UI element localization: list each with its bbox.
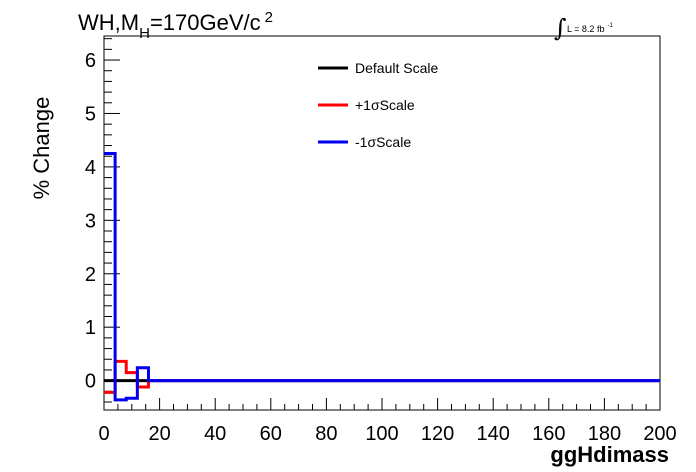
series-layer <box>104 152 660 402</box>
lumi-text: L = 8.2 fb <box>567 24 604 34</box>
x-tick-label: 120 <box>421 423 454 445</box>
x-tick-label: 80 <box>315 423 337 445</box>
y-tick-label: 0 <box>85 371 96 393</box>
y-tick-label: 2 <box>85 264 96 286</box>
y-tick-label: 4 <box>85 157 96 179</box>
legend-label: Default Scale <box>355 60 438 76</box>
integral-symbol: ∫ <box>554 14 567 42</box>
title-subscript: H <box>139 25 150 42</box>
series-line <box>104 152 660 402</box>
axes: 0 20 40 60 80 100 120 140 160 180 200 0 1 2 3 4 5 6 <box>85 38 677 445</box>
y-tick-label: 6 <box>85 50 96 72</box>
x-tick-label: 60 <box>260 423 282 445</box>
series-line <box>104 359 660 394</box>
x-tick-label: 100 <box>365 423 398 445</box>
x-tick-label: 200 <box>643 423 676 445</box>
legend: Default Scale +1σScale -1σScale <box>318 60 438 150</box>
lumi-superscript: -1 <box>607 23 613 29</box>
title-main: WH,M <box>78 10 139 35</box>
x-tick-label: 140 <box>477 423 510 445</box>
x-axis-label: ggHdimass <box>550 442 669 467</box>
title-superscript: 2 <box>265 9 273 26</box>
title-rest: =170GeV/c <box>150 10 261 35</box>
luminosity-label: L = 8.2 fb -1 <box>567 23 613 34</box>
plot-frame <box>103 35 661 411</box>
chart-title: WH,MH=170GeV/c 2 <box>78 9 273 42</box>
legend-label: +1σScale <box>355 97 415 113</box>
y-axis-label: % Change <box>29 97 54 200</box>
x-tick-label: 40 <box>204 423 226 445</box>
y-tick-label: 3 <box>85 210 96 232</box>
x-tick-label: 160 <box>532 423 565 445</box>
x-tick-label: 180 <box>588 423 621 445</box>
y-tick-label: 5 <box>85 103 96 125</box>
x-tick-label: 20 <box>148 423 170 445</box>
y-tick-label: 1 <box>85 317 96 339</box>
x-tick-label: 0 <box>98 423 109 445</box>
legend-label: -1σScale <box>355 134 411 150</box>
